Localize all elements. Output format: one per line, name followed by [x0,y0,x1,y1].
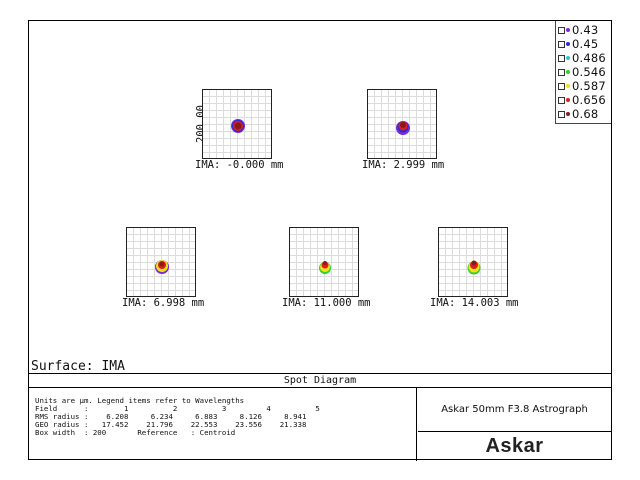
legend-dot-icon [566,112,570,116]
legend-item: 0.546 [558,65,611,79]
field-2-label: IMA: 2.999 mm [362,159,445,171]
legend-swatch-icon [558,40,565,48]
info-rms-line: RMS radius : 6.208 6.234 6.883 8.126 8.9… [35,412,307,421]
spot-pattern-icon [155,260,169,274]
info-panel: Units are µm. Legend items refer to Wave… [29,388,417,461]
diagram-footer: Spot Diagram Units are µm. Legend items … [29,373,611,461]
spot-field-3 [126,227,196,297]
legend-swatch-icon [558,96,565,104]
field-4-label: IMA: 11.000 mm [282,297,371,309]
legend-item: 0.43 [558,23,611,37]
system-name: Askar 50mm F3.8 Astrograph [441,404,588,415]
field-5-label: IMA: 14.003 mm [430,297,519,309]
legend-item: 0.656 [558,93,611,107]
wavelength-legend: 0.43 0.45 0.486 0.546 0.587 0.656 [555,21,611,124]
legend-dot-icon [566,98,570,102]
legend-swatch-icon [558,68,565,76]
spot-field-1 [202,89,272,159]
spot-field-2 [367,89,437,159]
field-1-label: IMA: -0.000 mm [195,159,284,171]
legend-swatch-icon [558,26,565,34]
legend-swatch-icon [558,82,565,90]
legend-swatch-icon [558,110,565,118]
legend-dot-icon [566,28,570,32]
legend-item: 0.486 [558,51,611,65]
info-boxwidth-line: Box width : 200 Reference : Centroid [35,428,236,437]
spot-pattern-icon [396,121,410,135]
legend-dot-icon [566,84,570,88]
spot-pattern-icon [231,119,245,133]
legend-swatch-icon [558,54,565,62]
spot-pattern-icon [467,260,481,275]
legend-dot-icon [566,56,570,60]
legend-item: 0.45 [558,37,611,51]
legend-dot-icon [566,42,570,46]
info-field-line: Field : 1 2 3 4 5 [35,404,320,413]
legend-item: 0.68 [558,107,611,121]
surface-label: Surface: IMA [31,359,125,374]
spot-field-5 [438,227,508,297]
info-geo-line: GEO radius : 17.452 21.796 22.553 23.556… [35,420,307,429]
spot-diagram-window: 0.43 0.45 0.486 0.546 0.587 0.656 [28,20,612,461]
footer-title: Spot Diagram [29,374,611,388]
legend-item: 0.587 [558,79,611,93]
spot-field-4 [289,227,359,297]
logo-panel: Askar [418,432,611,461]
system-name-panel: Askar 50mm F3.8 Astrograph [418,388,611,432]
askar-logo: Askar [485,435,544,457]
info-units-line: Units are µm. Legend items refer to Wave… [35,396,245,405]
legend-dot-icon [566,70,570,74]
field-3-label: IMA: 6.998 mm [122,297,205,309]
spot-pattern-icon [319,261,331,274]
